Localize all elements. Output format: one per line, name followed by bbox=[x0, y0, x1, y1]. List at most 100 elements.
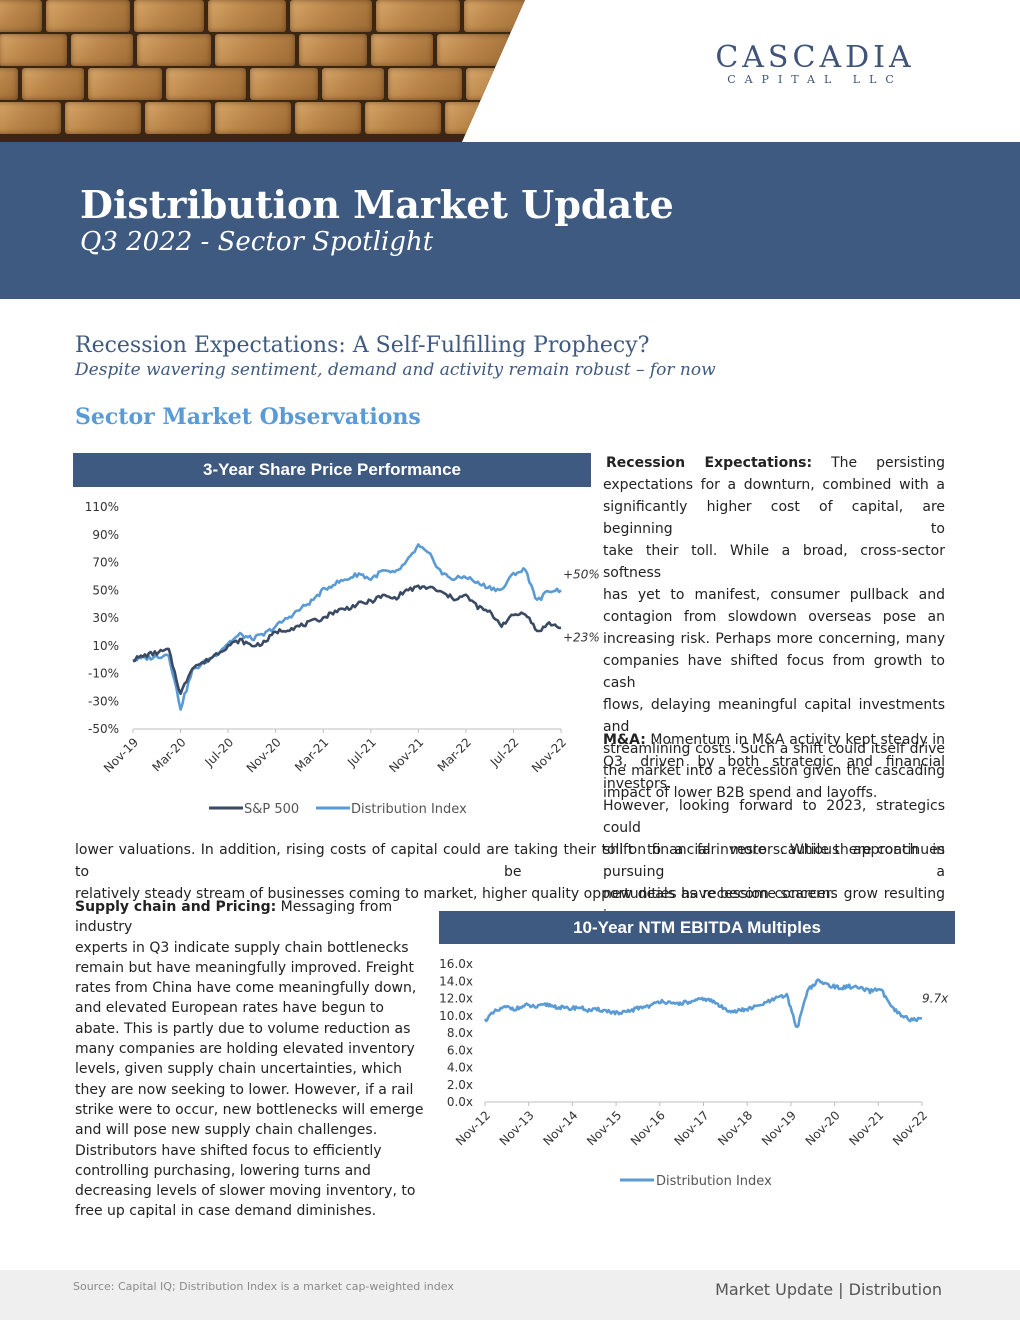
series-line-s-p-500 bbox=[132, 584, 562, 696]
annotation-sp500: +23% bbox=[563, 631, 600, 645]
series-line-distribution-index bbox=[483, 978, 923, 1029]
x-tick-label: Mar-22 bbox=[435, 735, 474, 774]
lumber-plank bbox=[0, 102, 61, 134]
lumber-plank bbox=[137, 34, 211, 66]
lumber-plank bbox=[65, 102, 141, 134]
lumber-plank bbox=[0, 0, 42, 32]
cascadia-logo: CASCADIA CAPITAL LLC bbox=[700, 40, 930, 86]
article-subheadline: Despite wavering sentiment, demand and a… bbox=[75, 360, 716, 380]
ma-line: Q3, driven by both strategic and financi… bbox=[603, 754, 945, 792]
ebitda-chart-title-text: 10-Year NTM EBITDA Multiples bbox=[573, 918, 821, 937]
annotation-distribution-index: +50% bbox=[563, 567, 600, 581]
logo-wordmark: CASCADIA bbox=[715, 40, 915, 75]
lumber-plank bbox=[215, 34, 295, 66]
x-tick-label: Nov-19 bbox=[101, 735, 141, 775]
recession-paragraph: Recession Expectations: The persisting e… bbox=[603, 452, 945, 804]
supply-line: levels, given supply chain uncertainties… bbox=[75, 1061, 403, 1078]
lumber-plank bbox=[88, 68, 162, 100]
x-tick-label: Nov-21 bbox=[386, 735, 426, 775]
lumber-plank bbox=[466, 68, 525, 100]
lumber-plank bbox=[371, 34, 433, 66]
legend-label-distribution-index: Distribution Index bbox=[656, 1174, 772, 1189]
lumber-plank bbox=[208, 0, 286, 32]
y-tick-label: 16.0x bbox=[439, 957, 473, 971]
x-tick-label: Nov-21 bbox=[846, 1108, 886, 1148]
y-tick-label: 4.0x bbox=[447, 1061, 473, 1075]
ma-label: M&A: bbox=[603, 732, 646, 748]
source-note: Source: Capital IQ; Distribution Index i… bbox=[73, 1280, 454, 1293]
recession-line: contagion from slowdown overseas pose an bbox=[603, 609, 945, 625]
supply-first-line: Supply chain and Pricing: Messaging from… bbox=[75, 897, 425, 938]
y-tick-label: -30% bbox=[88, 694, 119, 708]
y-tick-label: 50% bbox=[92, 583, 119, 597]
lumber-plank bbox=[376, 0, 460, 32]
supply-chain-paragraph: Supply chain and Pricing: Messaging from… bbox=[75, 897, 425, 1222]
lumber-plank bbox=[464, 0, 525, 32]
y-tick-label: 12.0x bbox=[439, 992, 473, 1006]
page-footer: Source: Capital IQ; Distribution Index i… bbox=[0, 1270, 1020, 1320]
lumber-plank bbox=[166, 68, 246, 100]
lumber-plank bbox=[515, 102, 525, 134]
ebitda-chart: 16.0x 14.0x 12.0x 10.0x 8.0x 6.0x 4.0x 2.0x 0.0x… bbox=[439, 957, 949, 1189]
y-tick-label: 110% bbox=[85, 500, 119, 514]
ma-paragraph-full-width: lower valuations. In addition, rising co… bbox=[75, 839, 945, 905]
lumber-plank bbox=[250, 68, 318, 100]
supply-line: Distributors have shifted focus to effic… bbox=[75, 1142, 382, 1159]
y-tick-label: -10% bbox=[88, 667, 119, 681]
recession-line: The persisting bbox=[831, 455, 945, 471]
lumber-plank bbox=[445, 102, 511, 134]
lumber-plank bbox=[0, 68, 18, 100]
legend-label-sp500: S&P 500 bbox=[244, 802, 299, 817]
recession-line: flows, delaying meaningful capital inves… bbox=[603, 697, 945, 735]
x-tick-label: Nov-12 bbox=[453, 1108, 493, 1148]
lumber-plank bbox=[145, 102, 211, 134]
y-tick-label: 10.0x bbox=[439, 1009, 473, 1023]
supply-line: many companies are holding elevated inve… bbox=[75, 1041, 415, 1058]
supply-line: remain but have meaningfully improved. F… bbox=[75, 959, 415, 976]
y-tick-label: 2.0x bbox=[447, 1078, 473, 1092]
recession-label: Recession Expectations: bbox=[606, 455, 813, 471]
y-tick-label: -50% bbox=[88, 722, 119, 736]
supply-line: strike were to occur, new bottlenecks wi… bbox=[75, 1101, 424, 1118]
x-tick-label: Jul-21 bbox=[344, 735, 379, 770]
ma-first-line: M&A: Momentum in M&A activity kept stead… bbox=[603, 729, 945, 751]
x-tick-label: Nov-22 bbox=[529, 735, 569, 775]
x-tick-label: Mar-20 bbox=[149, 735, 188, 774]
recession-line: the market into a recession given the ca… bbox=[603, 763, 945, 779]
title-banner: Distribution Market Update Q3 2022 - Sec… bbox=[0, 142, 1020, 299]
lumber-plank bbox=[22, 68, 84, 100]
supply-label: Supply chain and Pricing: bbox=[75, 899, 277, 915]
supply-line: free up capital in case demand diminishe… bbox=[75, 1203, 377, 1220]
ma-full-line: relatively steady stream of businesses c… bbox=[75, 886, 835, 902]
y-tick-label: 6.0x bbox=[447, 1043, 473, 1057]
x-tick-label: Nov-18 bbox=[715, 1108, 755, 1148]
ebitda-chart-title: 10-Year NTM EBITDA Multiples bbox=[439, 911, 955, 944]
x-tick-label: Nov-19 bbox=[759, 1108, 799, 1148]
lumber-plank bbox=[295, 102, 361, 134]
x-tick-label: Nov-20 bbox=[803, 1108, 843, 1148]
x-tick-label: Nov-14 bbox=[540, 1108, 580, 1148]
x-tick-label: Mar-21 bbox=[292, 735, 331, 774]
recession-line: streamlining costs. Such a shift could i… bbox=[603, 741, 945, 757]
recession-line: take their toll. While a broad, cross-se… bbox=[603, 543, 945, 581]
lumber-plank bbox=[46, 0, 130, 32]
page-subtitle: Q3 2022 - Sector Spotlight bbox=[80, 227, 434, 257]
y-tick-label: 14.0x bbox=[439, 974, 473, 988]
lumber-plank bbox=[437, 34, 511, 66]
recession-line: companies have shifted focus from growth… bbox=[603, 653, 945, 691]
lumber-plank bbox=[322, 68, 384, 100]
series-line-distribution-index bbox=[132, 543, 562, 711]
article-headline: Recession Expectations: A Self-Fulfillin… bbox=[75, 333, 650, 358]
x-tick-label: Jul-20 bbox=[202, 735, 237, 770]
supply-line: they are now seeking to lower. However, … bbox=[75, 1081, 414, 1098]
recession-first-line: Recession Expectations: The persisting bbox=[603, 452, 945, 474]
recession-line: has yet to manifest, consumer pullback a… bbox=[603, 587, 945, 603]
y-tick-label: 8.0x bbox=[447, 1026, 473, 1040]
ma-line: However, looking forward to 2023, strate… bbox=[603, 798, 945, 836]
share-price-chart-title-text: 3-Year Share Price Performance bbox=[203, 460, 461, 479]
lumber-plank bbox=[134, 0, 204, 32]
lumber-plank bbox=[290, 0, 372, 32]
lumber-plank bbox=[71, 34, 133, 66]
share-price-chart: 110%90%70%50%30%10%-10%-30%-50%Nov-19 Mar… bbox=[85, 500, 600, 817]
y-tick-label: 30% bbox=[92, 611, 119, 625]
